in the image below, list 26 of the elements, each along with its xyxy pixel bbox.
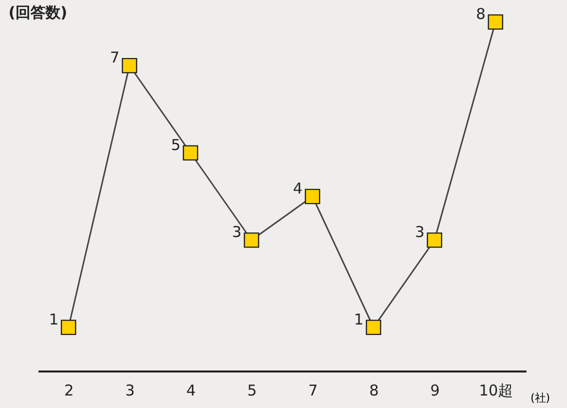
data-label: 1 [48,310,58,328]
data-label: 8 [476,5,486,23]
data-label: 5 [170,136,180,154]
point [426,232,442,248]
x-tick-label: 9 [430,382,440,400]
x-tick-label: 10超 [478,382,514,400]
point [182,145,198,161]
data-label: 1 [354,310,364,328]
x-axis-title: (社) [530,392,550,404]
point [244,232,260,248]
point [60,320,76,336]
data-label: 3 [232,223,242,242]
y-axis-title: (回答数) [8,4,68,22]
x-tick-label: 8 [369,382,379,400]
point [122,58,138,74]
data-label: 4 [292,180,302,198]
data-label: 3 [414,223,424,242]
x-tick-label: 5 [247,382,257,400]
point [304,188,320,204]
x-tick-label: 3 [125,382,135,400]
x-tick-label: 7 [308,382,318,400]
x-tick-label: 2 [64,382,74,400]
data-label: 7 [110,48,120,67]
x-tick-label: 4 [186,382,196,400]
point [366,320,382,336]
point [488,14,504,30]
